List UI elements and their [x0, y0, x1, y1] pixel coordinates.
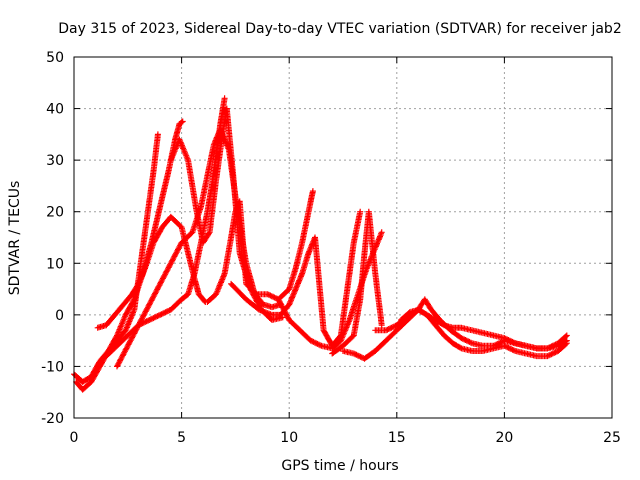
data-point-marks [329, 208, 385, 357]
x-tick-label: 20 [495, 430, 513, 446]
y-tick-label: 30 [46, 153, 64, 169]
y-axis-label: SDTVAR / TECUs [7, 181, 23, 296]
data-point-marks [204, 188, 316, 305]
plot-frame [73, 56, 613, 419]
y-tick-label: -10 [41, 359, 64, 375]
x-tick-label: 25 [603, 430, 621, 446]
x-tick-label: 15 [388, 430, 406, 446]
y-tick-label: -20 [41, 411, 64, 427]
series-track-13 [398, 306, 570, 352]
series-track-3 [94, 213, 209, 331]
axis-ticks: 0 5 10 15 20 25 -20 -10 0 10 20 30 40 50 [41, 50, 621, 446]
x-tick-label: 5 [177, 430, 186, 446]
data-point-marks [94, 213, 209, 331]
series-track-8 [228, 208, 364, 349]
x-axis-label: GPS time / hours [281, 458, 398, 474]
data-point-marks [228, 208, 364, 349]
data-point-marks [398, 306, 570, 352]
series-track-7 [204, 188, 316, 305]
chart-title: Day 315 of 2023, Sidereal Day-to-day VTE… [58, 21, 621, 37]
series-track-10 [329, 208, 385, 357]
data-marks [71, 95, 570, 393]
y-tick-label: 10 [46, 256, 64, 272]
y-tick-label: 0 [55, 308, 64, 324]
x-tick-label: 0 [70, 430, 79, 446]
x-tick-label: 10 [280, 430, 298, 446]
y-tick-label: 40 [46, 102, 64, 118]
y-tick-label: 20 [46, 205, 64, 221]
y-tick-label: 50 [46, 50, 64, 66]
